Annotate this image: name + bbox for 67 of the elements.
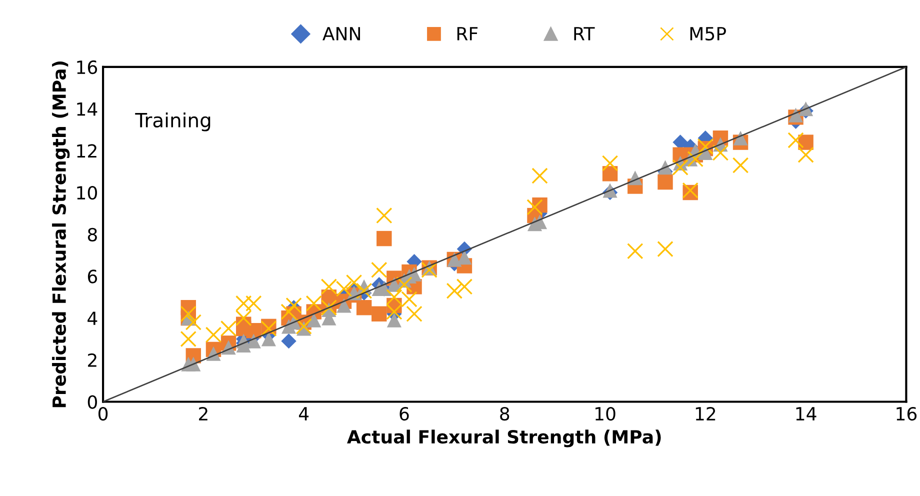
x-tick-label: 12	[696, 406, 716, 420]
legend-label: RT	[574, 27, 595, 40]
point	[798, 146, 814, 163]
point	[376, 230, 392, 246]
x-tick-label: 0	[98, 406, 108, 421]
point	[457, 250, 472, 265]
point	[386, 312, 402, 328]
point	[396, 276, 412, 293]
y-tick-label: 6	[88, 270, 98, 284]
point	[185, 314, 202, 330]
point	[376, 207, 392, 224]
point	[732, 157, 749, 174]
point	[306, 312, 322, 328]
point	[180, 306, 196, 322]
y-tick-label: 0	[88, 395, 97, 409]
point	[372, 306, 387, 322]
x-axis-title: Actual Flexural Strength (MPa)	[347, 430, 661, 448]
y-tick-label: 8	[88, 228, 97, 242]
point	[788, 132, 804, 148]
legend-label: RF	[457, 27, 478, 40]
point	[306, 295, 322, 312]
x-tick-label: 16	[896, 406, 917, 421]
point	[421, 262, 438, 278]
point	[261, 332, 276, 346]
point	[456, 278, 473, 295]
point	[246, 295, 262, 312]
point	[532, 168, 548, 184]
point	[602, 155, 618, 172]
point	[712, 144, 729, 161]
x-tick-label: 4	[298, 407, 309, 420]
x-tick-label: 2	[199, 406, 208, 420]
y-tick-label: 10	[77, 186, 97, 200]
point	[672, 159, 688, 176]
legend-label: M5P	[690, 27, 726, 41]
point	[205, 326, 222, 343]
y-axis-title: Predicted Flexural Strength (MPa)	[52, 61, 70, 408]
x-tick-label: 8	[500, 406, 510, 421]
legend-label: ANN	[322, 27, 360, 40]
y-tick-label: 4	[88, 312, 98, 325]
y-tick-label: 12	[77, 144, 96, 158]
x-tick-label: 10	[596, 406, 616, 421]
point	[602, 166, 618, 182]
point	[406, 306, 422, 322]
point	[346, 274, 362, 291]
point	[336, 298, 352, 313]
point	[687, 150, 704, 168]
y-tick-label: 2	[88, 353, 96, 367]
point	[526, 199, 543, 216]
point	[235, 295, 252, 312]
annotation: Training	[135, 112, 210, 132]
point	[627, 242, 644, 260]
x-tick-label: 14	[796, 407, 816, 420]
point	[446, 282, 463, 299]
point	[356, 300, 372, 316]
point	[220, 320, 237, 337]
y-tick-label: 16	[77, 60, 98, 74]
point	[657, 240, 674, 258]
point	[281, 333, 296, 349]
point	[371, 262, 388, 278]
point	[180, 330, 196, 348]
point	[280, 304, 297, 320]
point	[235, 310, 252, 326]
point	[658, 174, 673, 190]
x-tick-label: 6	[400, 406, 409, 421]
point	[296, 318, 312, 335]
point	[733, 130, 748, 146]
y-tick-label: 14	[77, 102, 98, 116]
